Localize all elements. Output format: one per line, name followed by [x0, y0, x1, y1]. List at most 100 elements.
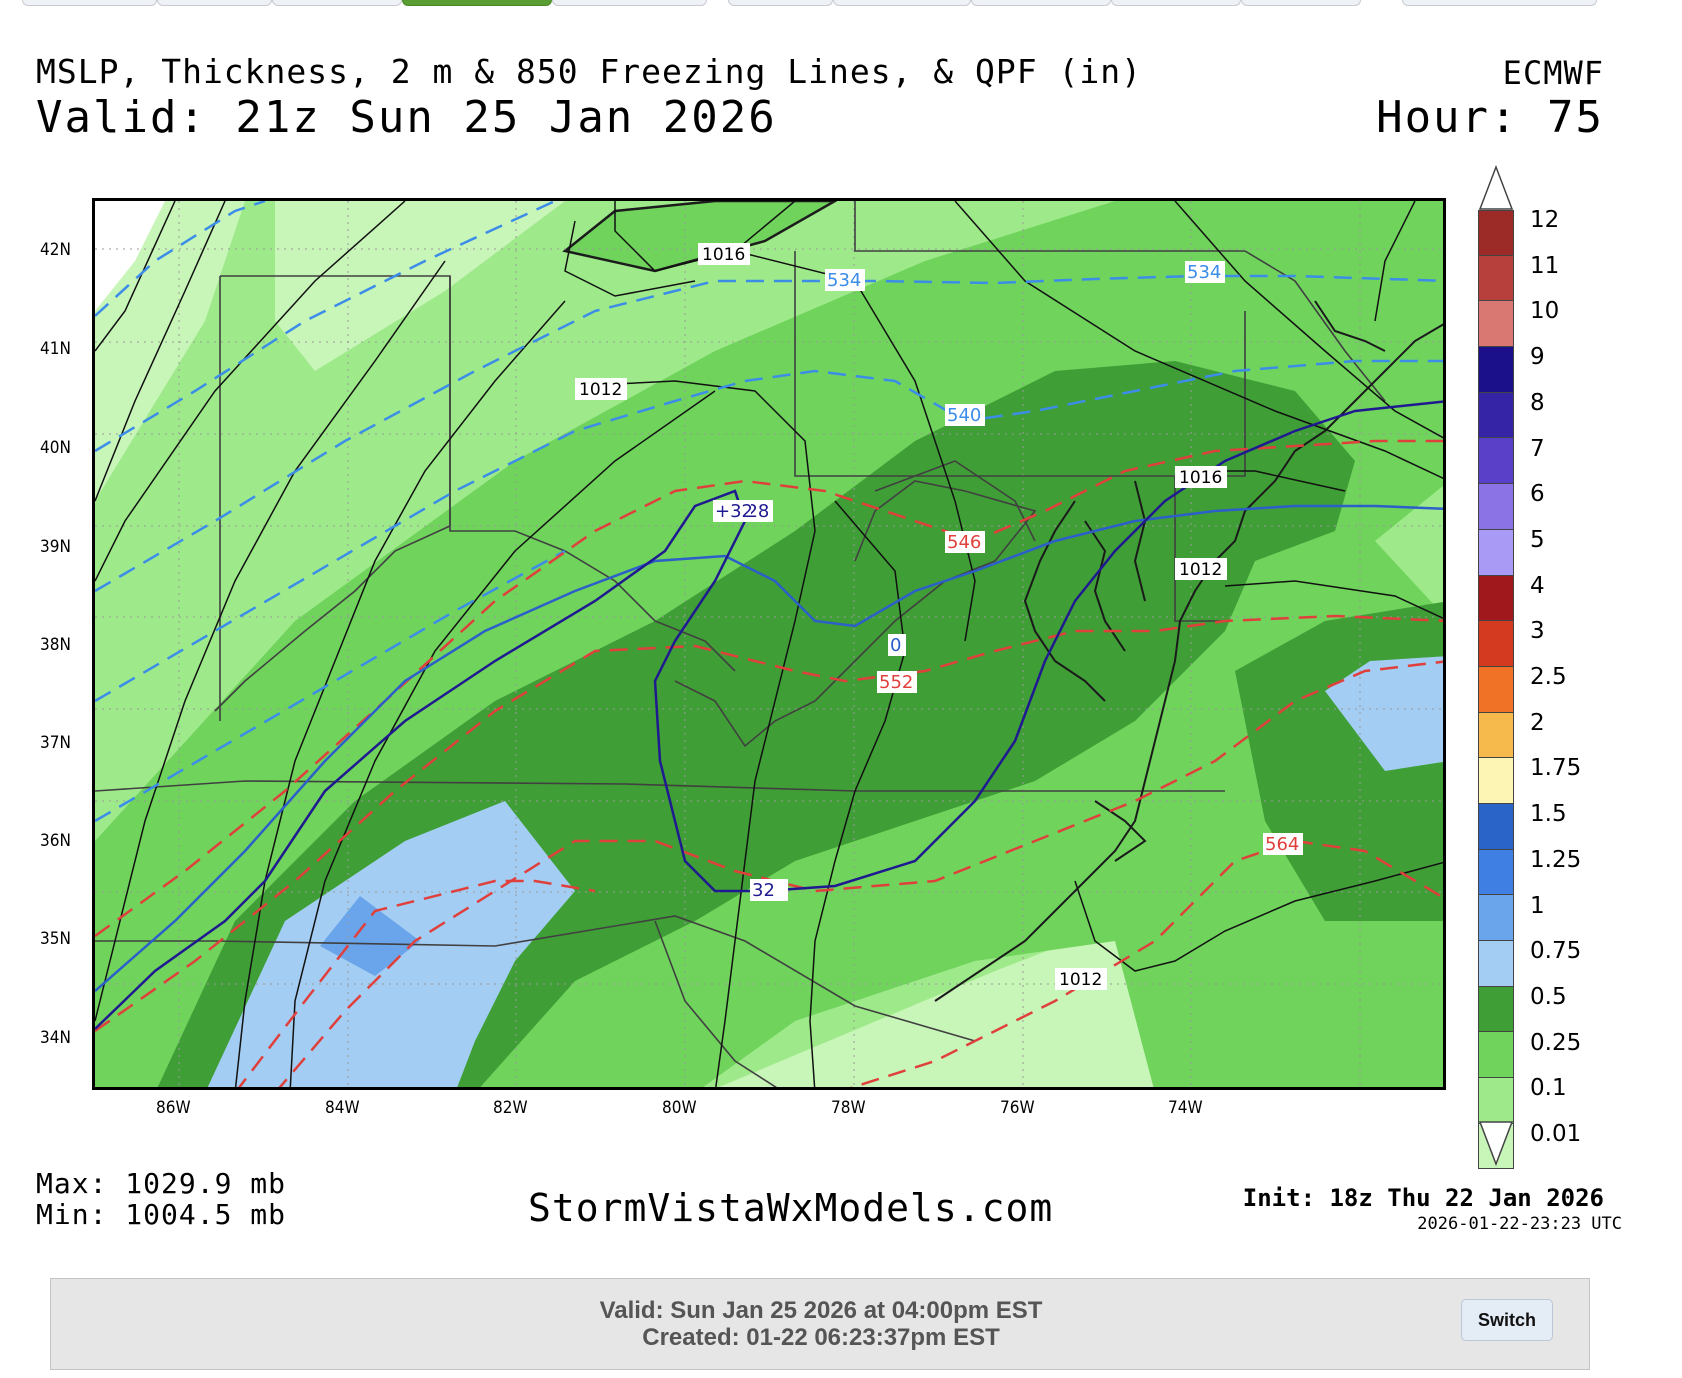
colorbar-segment: [1478, 484, 1514, 530]
colorbar-label: 7: [1530, 435, 1545, 462]
lon-label: 80W: [662, 1098, 697, 1118]
top-tab-strip-3: [1402, 0, 1597, 6]
lat-label: 36N: [40, 831, 71, 851]
lon-label: 82W: [493, 1098, 528, 1118]
isobar-label: 1016: [1179, 468, 1222, 488]
colorbar-segment: [1478, 301, 1514, 348]
lat-label: 38N: [40, 635, 71, 655]
colorbar-segment: [1478, 529, 1514, 576]
no-precip-nw: [95, 201, 165, 311]
isobars: [95, 201, 1443, 1087]
lat-lon-grid: [95, 201, 1443, 1087]
thickness-label: 534: [827, 270, 861, 291]
init-time: Init: 18z Thu 22 Jan 2026: [1242, 1184, 1604, 1212]
freezing-label: +32: [715, 501, 753, 522]
lon-label: 78W: [831, 1098, 866, 1118]
thickness-label: 552: [879, 672, 913, 693]
colorbar-label: 0.75: [1530, 938, 1582, 965]
colorbar-segment: [1478, 758, 1514, 804]
colorbar-label: 0.5: [1530, 983, 1567, 1010]
colorbar-segment: [1478, 255, 1514, 302]
colorbar-label: 2: [1530, 709, 1545, 736]
colorbar-segment: [1478, 392, 1514, 439]
colorbar-label: 1.5: [1530, 801, 1567, 828]
tab-2[interactable]: [157, 0, 272, 6]
colorbar-segment: [1478, 849, 1514, 896]
colorbar-segment: [1478, 621, 1514, 667]
lat-label: 35N: [40, 929, 71, 949]
qpf-fill-1-sw: [320, 896, 420, 976]
freezing-line-850: [95, 400, 1443, 1030]
thickness-label: 540: [947, 405, 981, 426]
lat-label: 41N: [40, 339, 71, 359]
tab-5[interactable]: [552, 0, 707, 6]
tab-7[interactable]: [833, 0, 971, 6]
colorbar-segment: [1478, 803, 1514, 850]
forecast-map: 1016 1012 1016 1012 1012 534 534 540 546…: [92, 198, 1446, 1090]
colorbar-label: 5: [1530, 526, 1545, 553]
tab-9[interactable]: [1111, 0, 1241, 6]
isobar-label: 1016: [702, 245, 745, 265]
colorbar-segment: [1478, 347, 1514, 393]
model-name: ECMWF: [1502, 54, 1604, 92]
freezing-label: 32: [752, 880, 775, 901]
brand-watermark: StormVistaWxModels.com: [528, 1186, 1054, 1230]
tab-6[interactable]: [728, 0, 833, 6]
colorbar-label: 9: [1530, 344, 1545, 371]
colorbar-label: 0.25: [1530, 1029, 1582, 1056]
lat-label: 42N: [40, 240, 71, 260]
switch-button[interactable]: Switch: [1461, 1299, 1553, 1341]
forecast-hour: Hour: 75: [1376, 92, 1604, 143]
tab-8[interactable]: [971, 0, 1111, 6]
colorbar-segment: [1478, 575, 1514, 622]
tab-3[interactable]: [272, 0, 402, 6]
thickness-warm: [95, 439, 1443, 1087]
lon-label: 84W: [325, 1098, 360, 1118]
tab-10[interactable]: [1241, 0, 1361, 6]
freezing-label: 0: [890, 635, 901, 656]
colorbar-label: 12: [1530, 207, 1560, 233]
lon-label: 86W: [156, 1098, 191, 1118]
isobar-label: 1012: [1059, 970, 1102, 990]
isobar-label: 1012: [1179, 560, 1222, 580]
qpf-fill-0.01-nw: [95, 201, 245, 501]
colorbar-label: 0.01: [1530, 1121, 1582, 1147]
top-tab-strip-2: [728, 0, 1361, 6]
colorbar-segment: [1478, 941, 1514, 987]
colorbar-label: 2.5: [1530, 664, 1567, 690]
thickness-label: 564: [1265, 834, 1299, 855]
colorbar-segment: [1478, 1032, 1514, 1079]
colorbar-label: 1: [1530, 892, 1545, 919]
lat-label: 34N: [40, 1028, 71, 1048]
colorbar-label: 8: [1530, 389, 1545, 416]
qpf-colorbar: [1478, 210, 1514, 1170]
colorbar-label: 10: [1530, 298, 1560, 325]
max-pressure: Max: 1029.9 mb: [36, 1167, 287, 1200]
thickness-label: 534: [1187, 262, 1221, 283]
colorbar-segment: [1478, 1078, 1514, 1124]
colorbar-label: 4: [1530, 572, 1545, 599]
tab-active[interactable]: [402, 0, 552, 6]
colorbar-bottom-arrow: [1478, 1121, 1514, 1166]
tab-1[interactable]: [22, 0, 157, 6]
pressure-extremes: Max: 1029.9 mb Min: 1004.5 mb: [36, 1168, 286, 1230]
colorbar-label: 0.1: [1530, 1075, 1567, 1102]
thickness-label: 546: [947, 532, 981, 553]
colorbar-label: 1.75: [1530, 755, 1582, 782]
colorbar-label: 11: [1530, 252, 1560, 279]
lon-label: 76W: [1000, 1098, 1035, 1118]
colorbar-label: 1.25: [1530, 846, 1582, 873]
state-boundaries: [95, 201, 1386, 1087]
tab-11[interactable]: [1402, 0, 1597, 6]
top-tab-strip: [22, 0, 707, 6]
info-bar: Valid: Sun Jan 25 2026 at 04:00pm EST Cr…: [50, 1278, 1590, 1370]
qpf-fill-0.75-east: [1325, 656, 1443, 771]
lat-label: 40N: [40, 438, 71, 458]
colorbar-top-arrow: [1478, 165, 1514, 210]
colorbar-segment: [1478, 438, 1514, 485]
lat-label: 39N: [40, 537, 71, 557]
colorbar-label: 6: [1530, 481, 1545, 508]
lat-label: 37N: [40, 733, 71, 753]
min-pressure: Min: 1004.5 mb: [36, 1198, 287, 1231]
chart-title: MSLP, Thickness, 2 m & 850 Freezing Line…: [36, 52, 1142, 91]
